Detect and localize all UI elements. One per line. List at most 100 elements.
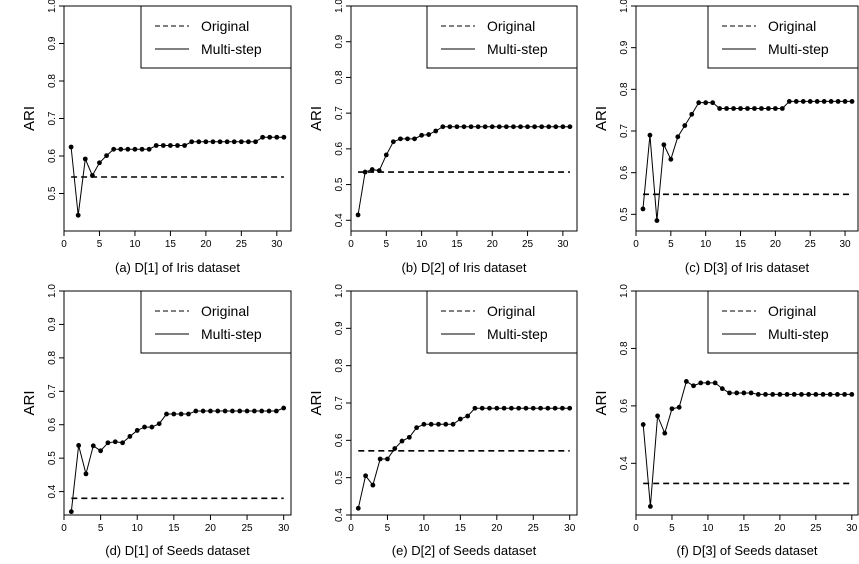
data-point	[791, 391, 797, 397]
data-point	[640, 422, 646, 427]
y-tick-label: 0.7	[47, 111, 58, 125]
y-tick-label: 0.7	[47, 384, 58, 398]
y-tick-label: 0.6	[47, 149, 58, 163]
data-point	[518, 124, 523, 130]
data-point	[806, 391, 812, 397]
data-point	[89, 173, 95, 178]
data-point	[655, 413, 660, 419]
chart-panel-4: 0 5 10 15 20 25 30 0.4 0.5 0.6 0.7 0.8 0.9 1.0 ARI Orig…	[21, 284, 292, 558]
legend: Original Multi-step	[426, 290, 578, 354]
data-point	[392, 446, 398, 451]
data-point	[668, 156, 674, 162]
data-point	[75, 212, 81, 218]
data-point	[719, 386, 725, 392]
x-tick-label: 15	[451, 239, 463, 250]
data-point	[532, 124, 538, 130]
y-tick-label: 0.9	[47, 317, 58, 331]
x-tick-label: 15	[735, 239, 747, 250]
data-point	[676, 404, 682, 410]
y-tick-label: 0.6	[334, 433, 345, 447]
data-point	[820, 391, 826, 397]
data-point	[399, 438, 405, 444]
x-tick-label: 0	[61, 239, 67, 250]
data-point	[68, 144, 74, 150]
data-point	[779, 106, 785, 111]
y-tick-label: 1.0	[619, 284, 630, 298]
x-tick-label: 20	[491, 523, 503, 534]
data-point	[139, 146, 145, 152]
data-point	[454, 124, 460, 130]
panel-caption: (a) D[1] of Iris dataset	[115, 260, 240, 275]
data-point	[738, 106, 743, 111]
y-tick-label: 0.6	[619, 398, 630, 412]
data-point	[426, 132, 432, 137]
data-point	[274, 134, 280, 140]
data-point	[842, 391, 848, 397]
data-point	[752, 106, 757, 111]
data-point	[443, 421, 449, 427]
legend-label: Multi-step	[768, 41, 829, 57]
data-point	[741, 390, 747, 396]
y-tick-label: 0.4	[47, 484, 58, 498]
data-point	[362, 169, 368, 175]
chart-panel-2: 0 5 10 15 20 25 30 0.4 0.5 0.6 0.7 0.8 0.9 1.0 ARI Orig…	[308, 0, 578, 275]
x-tick-label: 30	[564, 523, 576, 534]
data-point	[414, 425, 420, 431]
data-point	[552, 405, 558, 411]
data-point	[203, 139, 209, 145]
x-tick-label: 15	[165, 239, 177, 250]
legend-box	[140, 290, 292, 354]
data-point	[799, 391, 804, 397]
x-tick-label: 5	[384, 239, 390, 250]
data-point	[398, 136, 403, 142]
data-point	[237, 408, 243, 414]
data-point	[260, 134, 266, 140]
data-point	[244, 408, 250, 414]
data-point	[800, 99, 806, 104]
y-tick-label: 0.6	[334, 141, 345, 155]
chart-panel-1: 0 5 10 15 20 25 30 0.5 0.6 0.7 0.8 0.9 1.0 ARI Origina…	[21, 0, 292, 275]
y-tick-label: 1.0	[47, 0, 58, 13]
data-point	[494, 405, 500, 411]
data-point	[745, 106, 750, 111]
y-tick-label: 0.8	[47, 350, 58, 364]
data-point	[200, 408, 206, 414]
legend-box	[707, 5, 859, 69]
data-point	[731, 106, 736, 111]
data-point	[662, 430, 668, 436]
data-point	[428, 421, 434, 427]
data-point	[691, 383, 696, 389]
data-point	[640, 206, 646, 212]
x-tick-label: 25	[805, 239, 817, 250]
data-point	[118, 146, 124, 152]
data-point	[376, 168, 382, 174]
y-axis-title: ARI	[308, 390, 325, 415]
data-point	[763, 391, 768, 397]
data-point	[383, 152, 389, 158]
data-point	[355, 505, 361, 511]
y-tick-label: 0.8	[619, 82, 630, 96]
y-tick-label: 0.9	[619, 40, 630, 54]
x-tick-label: 10	[132, 523, 144, 534]
data-point	[436, 421, 441, 427]
data-point	[849, 99, 855, 104]
series-line-multistep	[357, 126, 570, 216]
panel-caption: (c) D[3] of Iris dataset	[685, 260, 810, 275]
x-tick-label: 5	[98, 523, 104, 534]
data-point	[696, 100, 702, 106]
data-point	[125, 146, 131, 152]
data-point	[178, 411, 184, 417]
x-tick-label: 15	[455, 523, 467, 534]
data-point	[703, 100, 709, 106]
data-point	[647, 503, 653, 509]
data-point	[132, 146, 138, 152]
data-point	[98, 448, 104, 454]
data-point	[196, 139, 202, 145]
data-point	[560, 124, 566, 130]
legend: Original Multi-step	[707, 5, 859, 69]
data-point	[370, 482, 376, 488]
data-point	[230, 408, 235, 414]
data-point	[450, 421, 456, 427]
legend-label: Multi-step	[201, 326, 262, 342]
data-point	[68, 509, 74, 515]
